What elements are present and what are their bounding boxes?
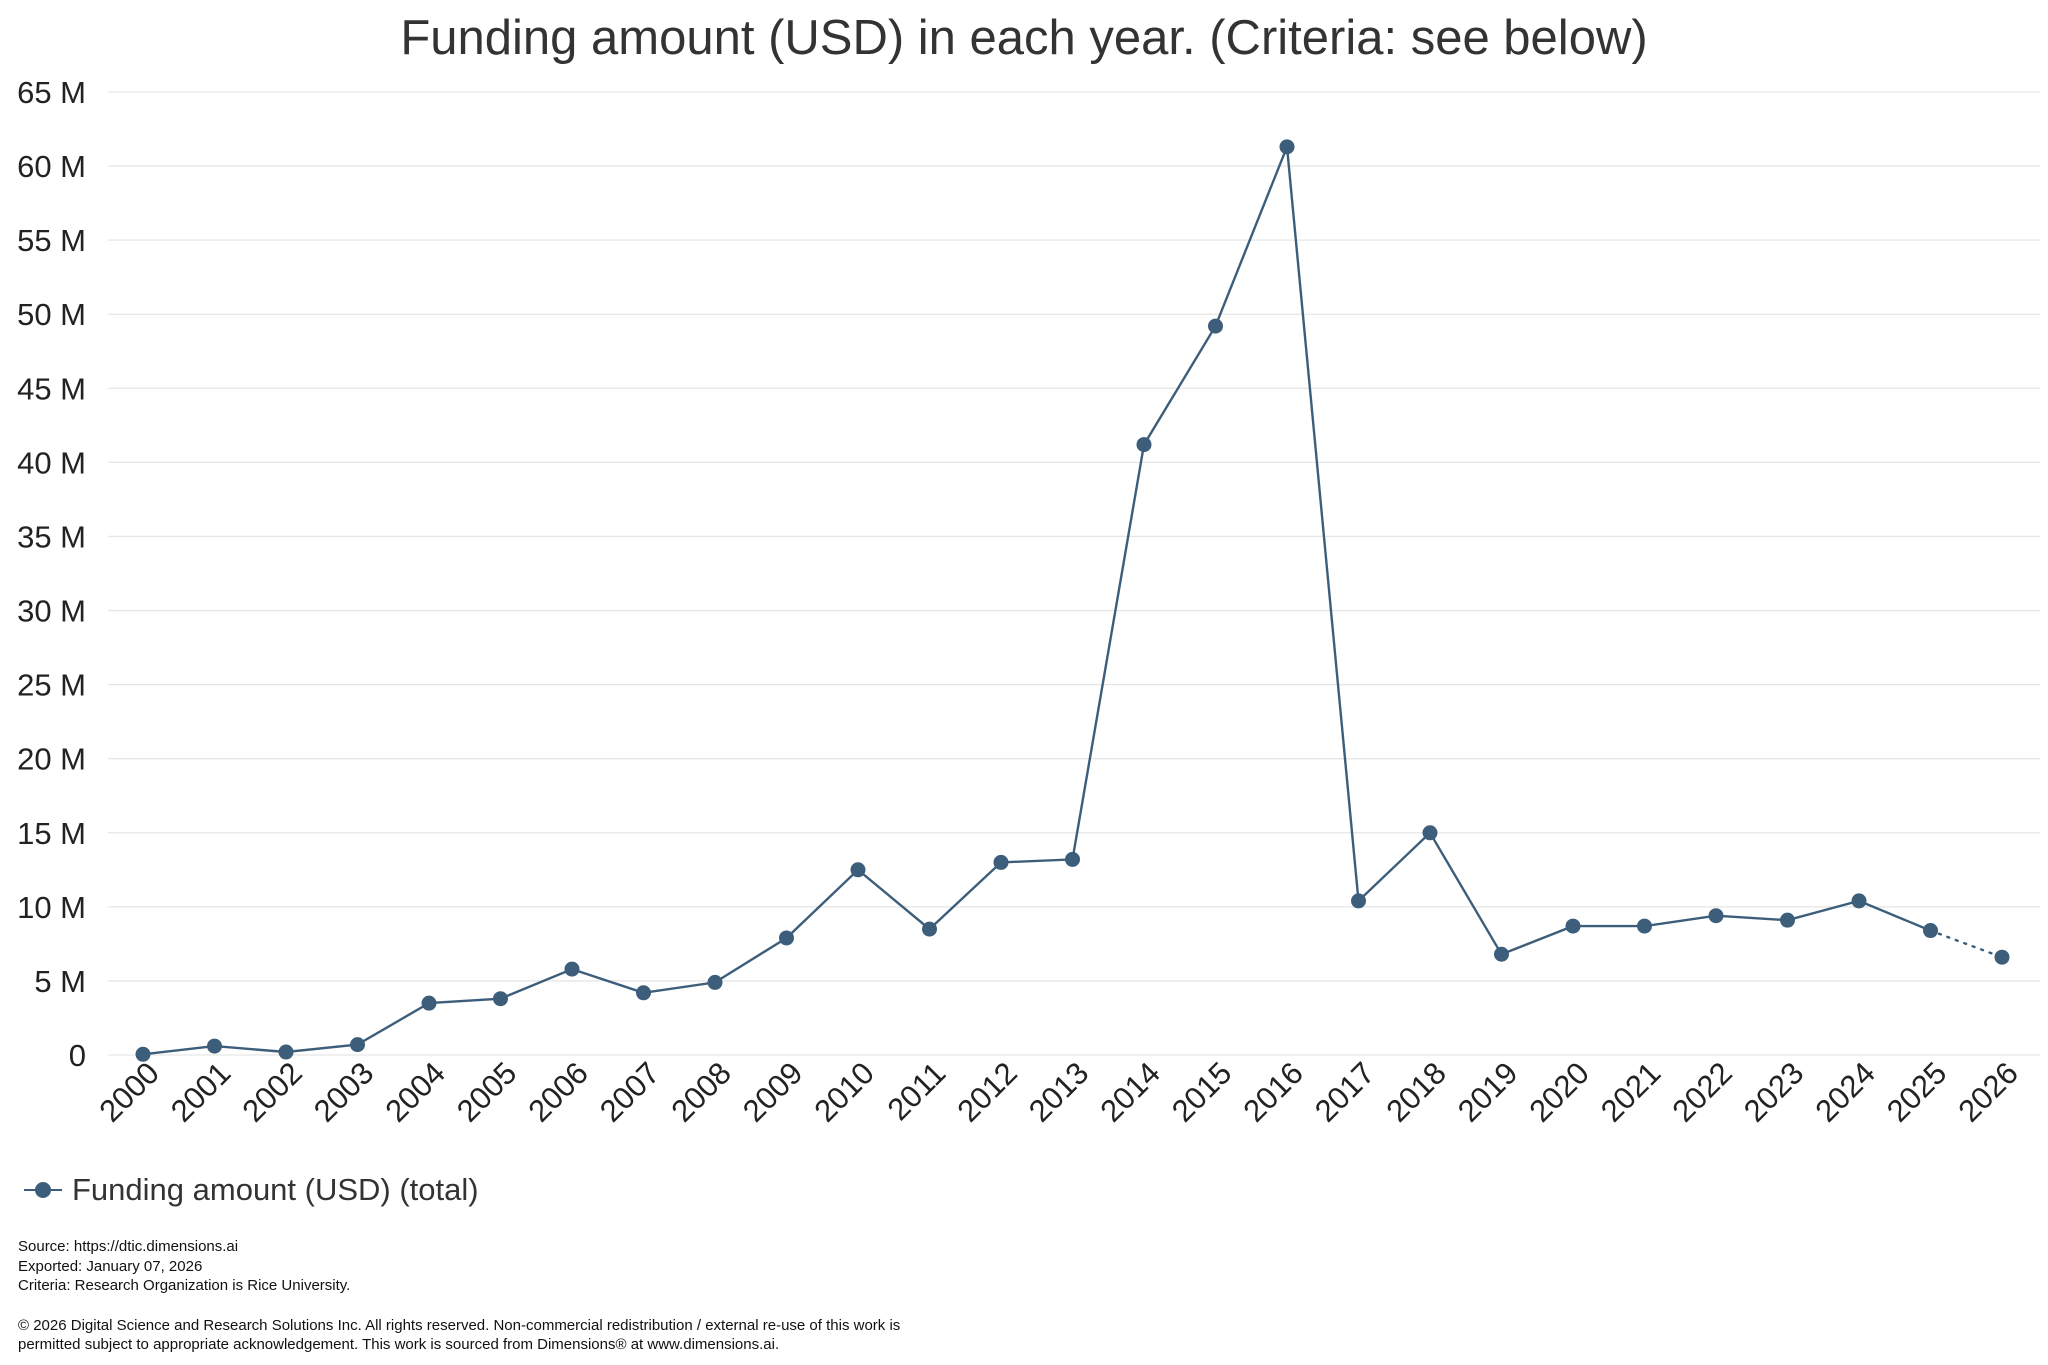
x-tick-label: 2019 [1451,1055,1525,1129]
series-line-projected [1929,929,2004,959]
x-tick-label: 2018 [1379,1055,1453,1129]
y-tick-label: 60 M [17,149,86,184]
y-tick-label: 40 M [17,445,86,480]
data-point[interactable] [993,854,1009,870]
x-tick-label: 2022 [1665,1055,1739,1129]
data-point[interactable] [1065,851,1080,867]
y-tick-label: 15 M [17,816,86,851]
series-points [135,139,2010,1062]
y-tick-label: 30 M [17,594,86,629]
gridlines [108,91,2040,1056]
data-point[interactable] [278,1044,294,1060]
y-tick-label: 10 M [17,890,86,925]
x-tick-label: 2017 [1308,1055,1382,1129]
x-tick-label: 2015 [1165,1055,1239,1129]
data-point[interactable] [1494,946,1509,962]
legend-label: Funding amount (USD) (total) [72,1172,479,1207]
x-tick-label: 2005 [450,1055,524,1129]
x-tick-label: 2001 [164,1055,238,1129]
x-tick-label: 2020 [1522,1055,1596,1129]
y-tick-label: 0 [69,1038,86,1073]
series-lines [142,146,2004,1056]
data-point[interactable] [350,1037,365,1053]
x-tick-label: 2024 [1808,1055,1882,1129]
x-tick-label: 2013 [1022,1055,1096,1129]
x-tick-label: 2004 [378,1055,452,1129]
data-point[interactable] [779,930,794,946]
data-point[interactable] [850,862,866,878]
data-point[interactable] [1637,918,1652,934]
y-tick-label: 5 M [34,964,86,999]
criteria-text: Criteria: Research Organization is Rice … [18,1277,351,1294]
data-point[interactable] [1780,912,1795,928]
exported-text: Exported: January 07, 2026 [18,1257,203,1275]
source-text: Source: https://dtic.dimensions.ai [18,1238,239,1255]
x-tick-label: 2009 [736,1055,810,1129]
data-point[interactable] [1994,949,2010,965]
data-point[interactable] [1351,893,1366,909]
x-tick-label: 2021 [1594,1055,1668,1129]
x-tick-label: 2023 [1737,1055,1811,1129]
x-tick-label: 2002 [235,1055,309,1129]
y-tick-label: 65 M [17,75,86,110]
y-tick-label: 35 M [17,519,86,554]
data-point[interactable] [922,921,937,937]
data-point[interactable] [1708,908,1724,924]
x-tick-label: 2026 [1951,1055,2025,1129]
y-tick-label: 20 M [17,742,86,777]
legend[interactable]: Funding amount (USD) (total) [22,1172,479,1208]
data-point[interactable] [135,1046,151,1062]
data-point[interactable] [421,995,437,1011]
y-tick-label: 50 M [17,297,86,332]
data-point[interactable] [564,961,580,977]
x-tick-label: 2016 [1236,1055,1310,1129]
data-point[interactable] [636,985,651,1001]
x-tick-label: 2006 [521,1055,595,1129]
x-tick-label: 2010 [807,1055,881,1129]
x-tick-label: 2000 [92,1055,166,1129]
data-point[interactable] [1422,825,1438,841]
data-point[interactable] [707,974,723,990]
data-point[interactable] [1851,893,1867,909]
x-tick-label: 2012 [950,1055,1024,1129]
x-tick-label: 2025 [1880,1055,1954,1129]
x-tick-label: 2003 [307,1055,381,1129]
data-point[interactable] [493,991,508,1007]
data-point[interactable] [1279,139,1295,155]
chart-title: Funding amount (USD) in each year. (Crit… [400,11,1648,65]
x-tick-label: 2014 [1093,1055,1167,1129]
x-tick-label: 2008 [664,1055,738,1129]
footer: Source: https://dtic.dimensions.ai Expor… [18,1237,900,1355]
data-point[interactable] [1923,923,1938,939]
copyright-text-2: permitted subject to appropriate acknowl… [18,1336,780,1353]
data-point[interactable] [1208,318,1223,334]
line-chart: 0 5 M 10 M 15 M 20 M 25 M 30 M 35 M 40 M 45 M 50 M… [17,75,2040,1129]
x-axis-ticks: 2000200120022003200420052006200720082009… [92,1055,2025,1129]
series-line [142,146,1931,1056]
copyright-text-1: © 2026 Digital Science and Research Solu… [18,1316,901,1334]
data-point[interactable] [1565,918,1581,934]
legend-marker-icon [24,1182,62,1198]
data-point[interactable] [1136,437,1152,453]
y-tick-label: 45 M [17,371,86,406]
x-tick-label: 2011 [881,1055,953,1127]
y-tick-label: 55 M [17,223,86,258]
data-point[interactable] [207,1038,222,1054]
x-tick-label: 2007 [593,1055,667,1129]
y-axis-ticks: 0 5 M 10 M 15 M 20 M 25 M 30 M 35 M 40 M 45 M 50 M… [17,75,86,1073]
y-tick-label: 25 M [17,668,86,703]
